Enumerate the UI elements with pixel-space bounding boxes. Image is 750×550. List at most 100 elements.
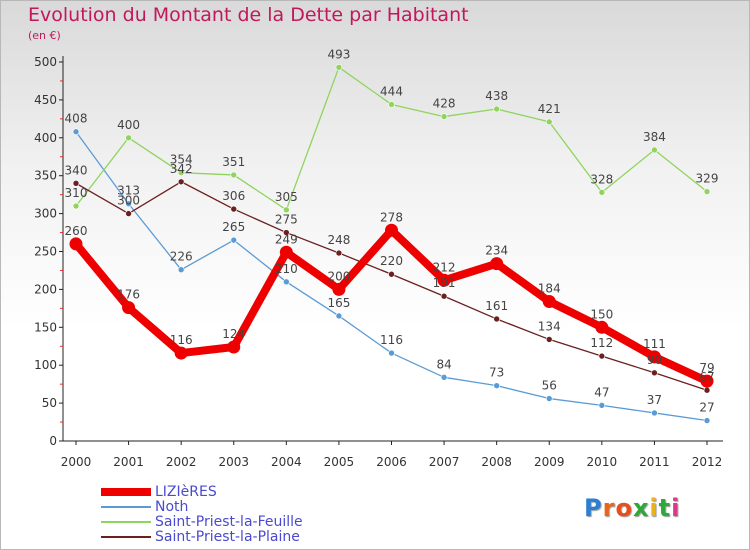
data-label-noth: 27 [699, 401, 714, 415]
data-label-saint-priest-la-plaine: 275 [275, 213, 298, 227]
y-tick-label: 300 [34, 207, 57, 221]
data-point-saint-priest-la-plaine [545, 336, 553, 343]
data-label-saint-priest-la-plaine: 90 [647, 353, 662, 367]
data-point-noth [283, 278, 290, 286]
logo-letter: i [649, 494, 659, 522]
data-point-noth [335, 312, 343, 320]
data-point-saint-priest-la-plaine [493, 315, 500, 323]
legend-item-saint-priest-la-plaine: Saint-Priest-la-Plaine [101, 530, 303, 545]
data-point-noth [72, 128, 80, 136]
data-label-noth: 47 [594, 385, 609, 399]
legend: LIZIèRES Noth Saint-Priest-la-Feuille Saint… [101, 485, 303, 545]
data-point-lizi-res [647, 350, 661, 364]
logo-letter: o [615, 494, 633, 522]
data-label-saint-priest-la-plaine: 112 [590, 336, 613, 350]
data-label-saint-priest-la-feuille: 493 [327, 47, 350, 61]
data-label-lizi-res: 184 [538, 282, 561, 296]
data-label-saint-priest-la-feuille: 444 [380, 84, 403, 98]
x-tick-label: 2002 [166, 455, 197, 469]
legend-item-noth: Noth [101, 500, 303, 515]
y-tick-label: 500 [34, 55, 57, 69]
data-label-noth: 116 [380, 333, 403, 347]
data-label-saint-priest-la-plaine: 306 [222, 189, 245, 203]
data-label-lizi-res: 79 [699, 361, 714, 375]
logo-letter: P [584, 494, 603, 522]
data-point-noth [598, 402, 606, 409]
legend-swatch [101, 488, 151, 496]
data-point-lizi-res [700, 374, 714, 388]
data-point-saint-priest-la-feuille [335, 64, 343, 71]
data-point-saint-priest-la-feuille [72, 202, 80, 210]
x-tick-label: 2006 [376, 455, 407, 469]
x-tick-label: 2003 [218, 455, 249, 469]
data-label-saint-priest-la-plaine: 134 [538, 319, 561, 333]
data-label-saint-priest-la-plaine: 300 [117, 194, 140, 208]
data-point-saint-priest-la-plaine [335, 249, 343, 257]
data-point-noth [230, 236, 238, 244]
chart-title: Evolution du Montant de la Dette par Hab… [28, 4, 469, 26]
data-point-saint-priest-la-plaine [177, 178, 185, 186]
data-label-noth: 265 [222, 220, 245, 234]
data-label-noth: 73 [489, 366, 504, 380]
data-point-lizi-res [595, 320, 609, 334]
data-label-saint-priest-la-feuille: 328 [590, 172, 613, 186]
data-label-lizi-res: 212 [433, 260, 456, 274]
data-label-saint-priest-la-plaine: 220 [380, 254, 403, 268]
data-label-saint-priest-la-plaine: 161 [485, 299, 508, 313]
data-label-lizi-res: 111 [643, 337, 666, 351]
chart-unit: (en €) [28, 29, 61, 42]
legend-swatch [101, 536, 151, 538]
data-point-saint-priest-la-feuille [125, 134, 132, 142]
data-point-saint-priest-la-feuille [230, 171, 238, 179]
x-tick-label: 2007 [429, 455, 460, 469]
data-label-lizi-res: 116 [170, 333, 193, 347]
data-point-lizi-res [437, 273, 451, 287]
x-tick-label: 2004 [271, 455, 302, 469]
legend-label: Saint-Priest-la-Feuille [155, 514, 303, 530]
y-tick-label: 250 [34, 245, 57, 259]
data-label-noth: 37 [647, 393, 662, 407]
data-point-lizi-res [174, 346, 188, 360]
data-label-lizi-res: 124 [222, 327, 245, 341]
data-point-saint-priest-la-plaine [703, 386, 711, 394]
data-point-saint-priest-la-plaine [230, 205, 238, 213]
data-label-lizi-res: 150 [590, 307, 613, 321]
data-point-noth [703, 417, 711, 424]
x-tick-label: 2008 [481, 455, 512, 469]
y-tick-label: 50 [42, 396, 57, 410]
x-tick-label: 2010 [587, 455, 618, 469]
logo-letter: x [632, 494, 650, 522]
proxiti-logo: Proxiti [584, 494, 680, 522]
data-label-saint-priest-la-feuille: 400 [117, 118, 140, 132]
legend-item-saint-priest-la-feuille: Saint-Priest-la-Feuille [101, 515, 303, 530]
data-point-saint-priest-la-plaine [125, 210, 132, 217]
y-tick-label: 0 [49, 434, 57, 448]
data-label-saint-priest-la-feuille: 310 [65, 186, 88, 200]
x-tick-label: 2001 [113, 455, 144, 469]
data-label-lizi-res: 234 [485, 244, 508, 258]
data-label-saint-priest-la-plaine: 248 [327, 233, 350, 247]
data-point-lizi-res [490, 257, 504, 271]
data-point-saint-priest-la-plaine [598, 352, 606, 360]
data-label-noth: 84 [436, 357, 451, 371]
data-label-lizi-res: 200 [327, 269, 350, 283]
legend-swatch [101, 506, 151, 508]
data-label-saint-priest-la-feuille: 351 [222, 155, 245, 169]
data-point-saint-priest-la-feuille [177, 169, 185, 176]
data-label-noth: 226 [170, 250, 193, 264]
data-point-saint-priest-la-plaine [651, 369, 658, 377]
logo-letter: t [658, 494, 672, 522]
data-point-noth [388, 349, 395, 357]
data-point-saint-priest-la-feuille [545, 118, 553, 126]
legend-swatch [101, 521, 151, 523]
legend-item-lizi-res: LIZIèRES [101, 485, 303, 500]
data-label-saint-priest-la-feuille: 305 [275, 190, 298, 204]
data-label-noth: 56 [542, 379, 557, 393]
data-label-saint-priest-la-plaine: 342 [170, 162, 193, 176]
data-point-lizi-res [279, 245, 293, 259]
data-point-noth [177, 266, 185, 273]
data-label-saint-priest-la-feuille: 438 [485, 89, 508, 103]
data-label-saint-priest-la-plaine: 340 [65, 163, 88, 177]
